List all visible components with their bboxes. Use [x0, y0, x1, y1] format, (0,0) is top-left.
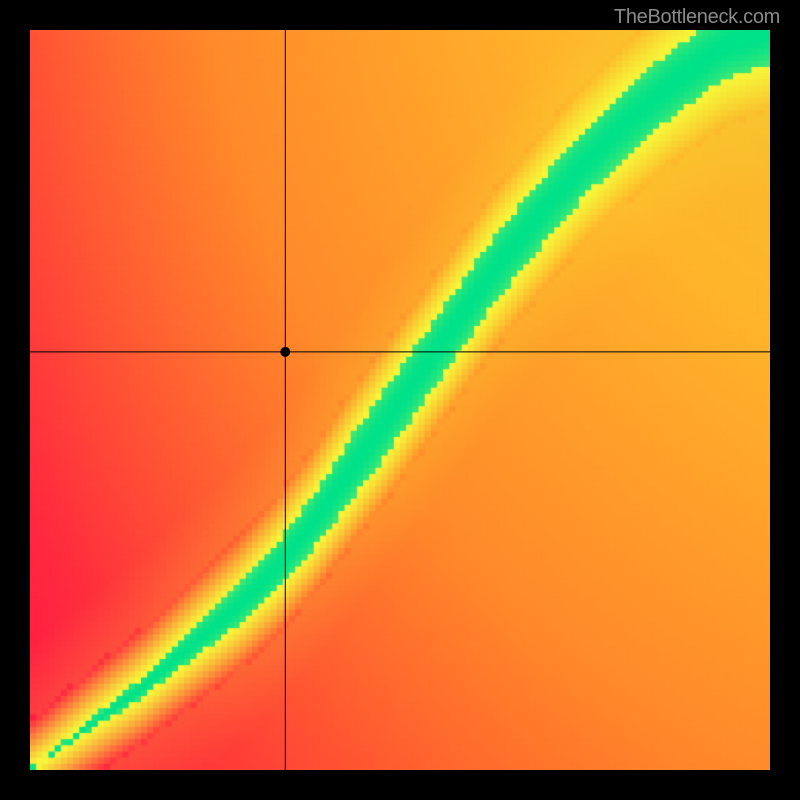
bottleneck-heatmap [30, 30, 770, 770]
heatmap-canvas [30, 30, 770, 770]
watermark-text: TheBottleneck.com [614, 6, 780, 29]
